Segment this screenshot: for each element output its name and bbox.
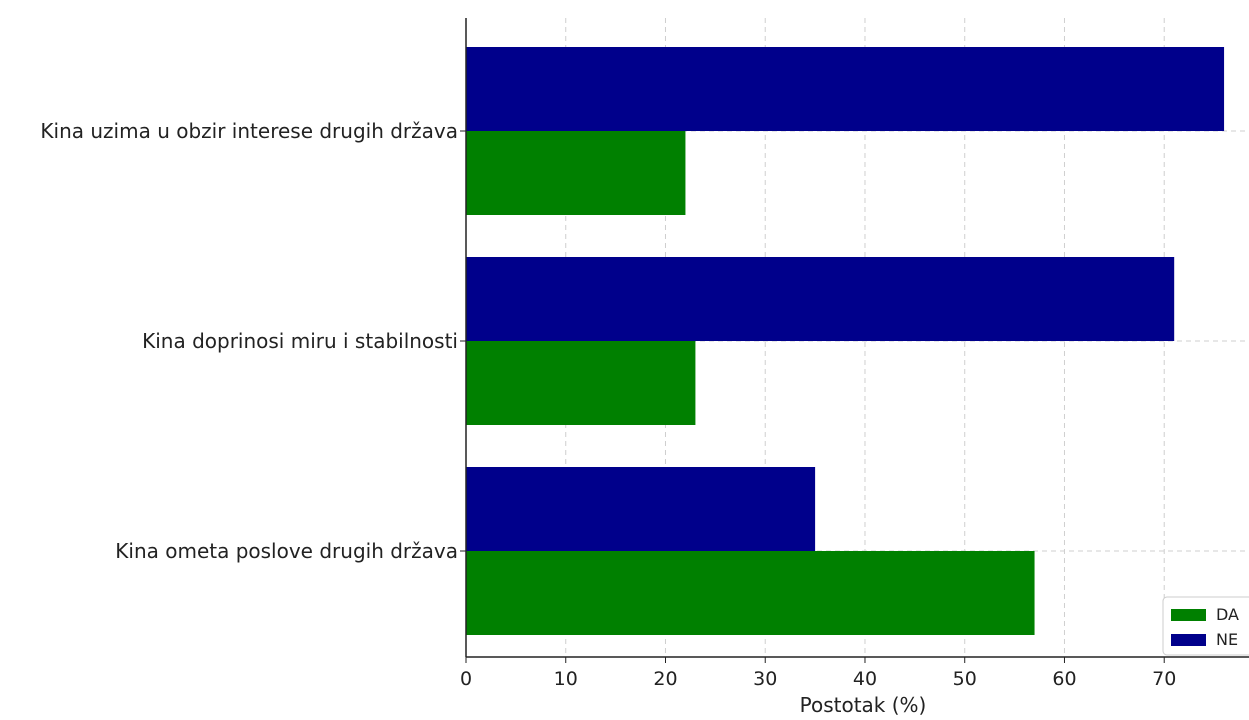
bar-ne xyxy=(466,47,1225,131)
x-tick-label: 60 xyxy=(1052,668,1076,690)
x-tick-label: 40 xyxy=(853,668,877,690)
x-tick-label: 10 xyxy=(554,668,578,690)
legend-swatch-da xyxy=(1171,609,1206,621)
legend: DA NE xyxy=(1162,596,1249,656)
category-label: Kina uzima u obzir interese drugih držav… xyxy=(40,119,458,143)
axes: 0 10 20 30 40 50 60 70 xyxy=(460,18,1249,690)
legend-swatch-ne xyxy=(1171,634,1206,646)
x-tick-label: 0 xyxy=(460,668,472,690)
x-tick-label: 30 xyxy=(753,668,777,690)
bar-da xyxy=(466,341,696,425)
category-label: Kina doprinosi miru i stabilnosti xyxy=(142,329,458,353)
category-labels: Kina uzima u obzir interese drugih držav… xyxy=(40,119,458,563)
x-tick-label: 70 xyxy=(1152,668,1176,690)
bar-ne xyxy=(466,257,1175,341)
legend-label-ne: NE xyxy=(1216,630,1238,649)
x-tick-label: 50 xyxy=(953,668,977,690)
x-axis-title: Postotak (%) xyxy=(800,693,927,717)
x-tick-label: 20 xyxy=(653,668,677,690)
bar-da xyxy=(466,131,686,215)
category-label: Kina ometa poslove drugih država xyxy=(115,539,458,563)
bar-ne xyxy=(466,467,816,551)
bar-da xyxy=(466,551,1035,635)
legend-label-da: DA xyxy=(1216,605,1239,624)
bars xyxy=(466,47,1225,635)
